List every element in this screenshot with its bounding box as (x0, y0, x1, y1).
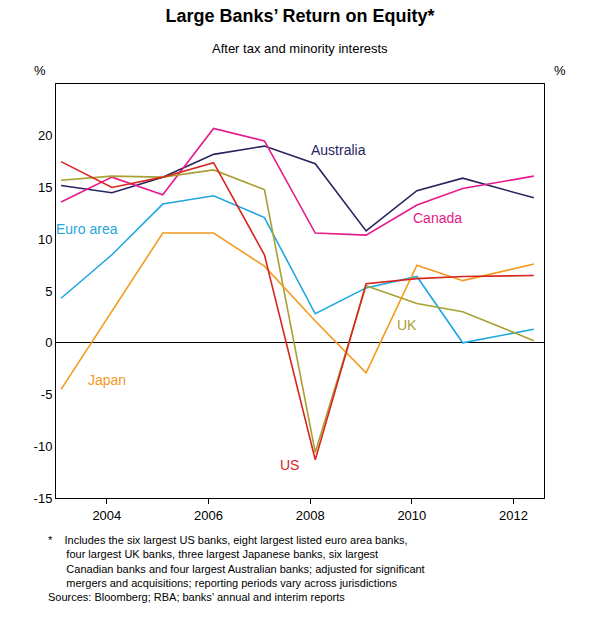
svg-text:-10: -10 (34, 439, 53, 454)
svg-text:15: 15 (38, 180, 52, 195)
svg-text:Australia: Australia (311, 142, 366, 158)
svg-text:%: % (554, 63, 566, 78)
svg-text:2006: 2006 (194, 508, 223, 523)
svg-text:20: 20 (38, 128, 52, 143)
svg-text:-5: -5 (41, 387, 53, 402)
svg-text:%: % (34, 63, 46, 78)
svg-text:10: 10 (38, 232, 52, 247)
svg-text:Large Banks’ Return on Equity*: Large Banks’ Return on Equity* (165, 6, 434, 26)
svg-text:-15: -15 (34, 491, 53, 506)
svg-text:Euro area: Euro area (56, 221, 118, 237)
svg-text:US: US (280, 457, 299, 473)
svg-text:5: 5 (45, 284, 52, 299)
svg-text:* Includes the six largest: * Includes the six largest US banks, eig… (48, 534, 425, 603)
svg-text:2010: 2010 (397, 508, 426, 523)
svg-text:0: 0 (45, 335, 52, 350)
svg-text:Japan: Japan (88, 372, 126, 388)
svg-text:2008: 2008 (296, 508, 325, 523)
svg-text:2012: 2012 (499, 508, 528, 523)
svg-text:UK: UK (397, 317, 417, 333)
svg-text:After tax and minority interes: After tax and minority interests (212, 41, 388, 56)
svg-text:Canada: Canada (413, 210, 462, 226)
svg-text:2004: 2004 (92, 508, 121, 523)
